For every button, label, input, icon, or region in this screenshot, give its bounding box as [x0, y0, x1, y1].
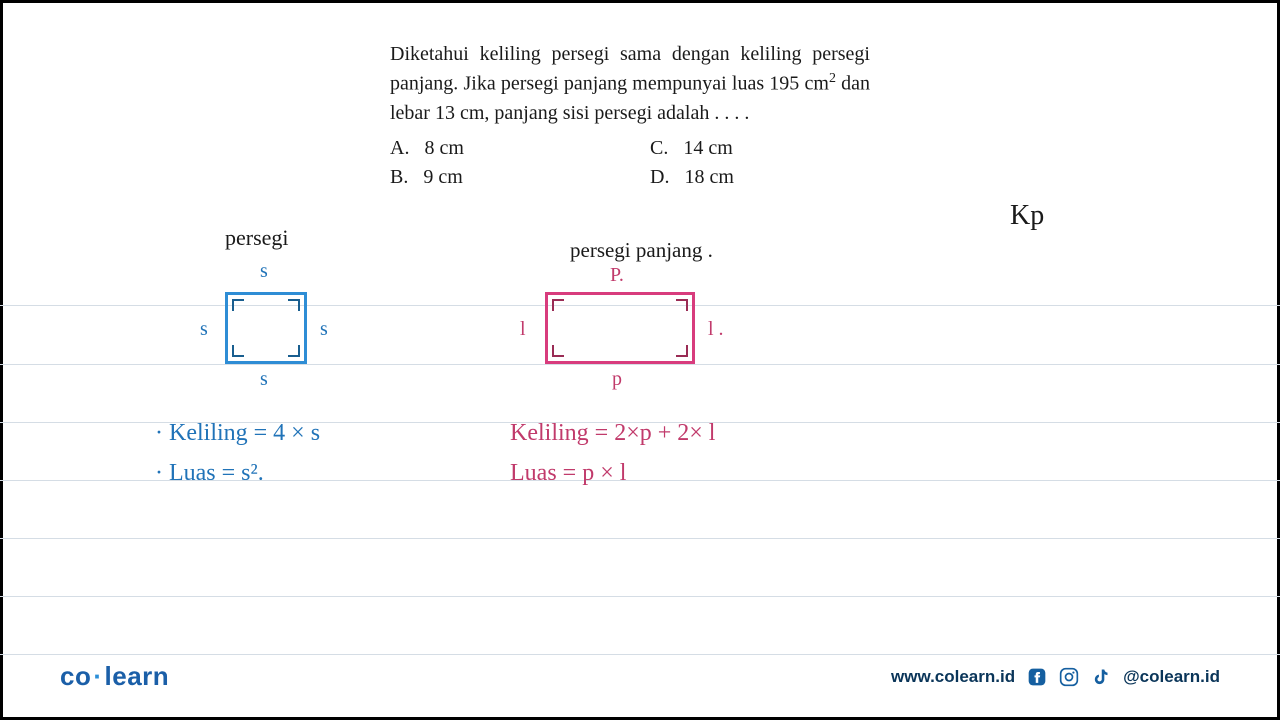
logo-text-left: co	[60, 661, 91, 691]
options-grid: A. 8 cm C. 14 cm B. 9 cm D. 18 cm	[390, 134, 870, 192]
question-text: Diketahui keliling persegi sama dengan k…	[390, 40, 870, 192]
corner-icon	[288, 299, 300, 311]
corner-icon	[552, 299, 564, 311]
square-label-top: s	[260, 260, 268, 283]
rect-perimeter-formula: Keliling = 2×p + 2× l	[510, 420, 715, 447]
kp-annotation: Kp	[1010, 200, 1044, 232]
corner-icon	[676, 299, 688, 311]
rule-line	[0, 654, 1280, 655]
rule-line	[0, 538, 1280, 539]
option-c: C. 14 cm	[650, 134, 870, 163]
rect-label-top: P.	[610, 264, 624, 287]
rect-area-formula: Luas = p × l	[510, 460, 626, 487]
square-shape	[225, 292, 307, 364]
square-area-formula: · Luas = s².	[155, 460, 264, 487]
square-label-bottom: s	[260, 368, 268, 391]
square-title: persegi	[225, 225, 289, 251]
logo: co·learn	[60, 661, 169, 692]
logo-text-right: learn	[105, 661, 170, 691]
corner-icon	[552, 345, 564, 357]
rectangle-shape	[545, 292, 695, 364]
option-a: A. 8 cm	[390, 134, 610, 163]
square-perimeter-formula: · Keliling = 4 × s	[155, 420, 320, 447]
question-body: Diketahui keliling persegi sama dengan k…	[390, 40, 870, 128]
footer: co·learn www.colearn.id @colearn.id	[0, 661, 1280, 692]
footer-url: www.colearn.id	[891, 667, 1015, 687]
corner-icon	[232, 345, 244, 357]
corner-icon	[232, 299, 244, 311]
rect-label-bottom: p	[612, 368, 622, 391]
instagram-icon	[1059, 667, 1079, 687]
corner-icon	[288, 345, 300, 357]
rule-line	[0, 596, 1280, 597]
rect-label-left: l	[520, 318, 526, 341]
square-label-left: s	[200, 318, 208, 341]
corner-icon	[676, 345, 688, 357]
square-label-right: s	[320, 318, 328, 341]
facebook-icon	[1027, 667, 1047, 687]
footer-handle: @colearn.id	[1123, 667, 1220, 687]
rect-label-right: l .	[708, 318, 724, 341]
rectangle-title: persegi panjang .	[570, 238, 713, 263]
logo-dot-icon: ·	[91, 661, 104, 691]
rule-line	[0, 364, 1280, 365]
footer-right: www.colearn.id @colearn.id	[891, 667, 1220, 687]
tiktok-icon	[1091, 667, 1111, 687]
option-b: B. 9 cm	[390, 163, 610, 192]
option-d: D. 18 cm	[650, 163, 870, 192]
